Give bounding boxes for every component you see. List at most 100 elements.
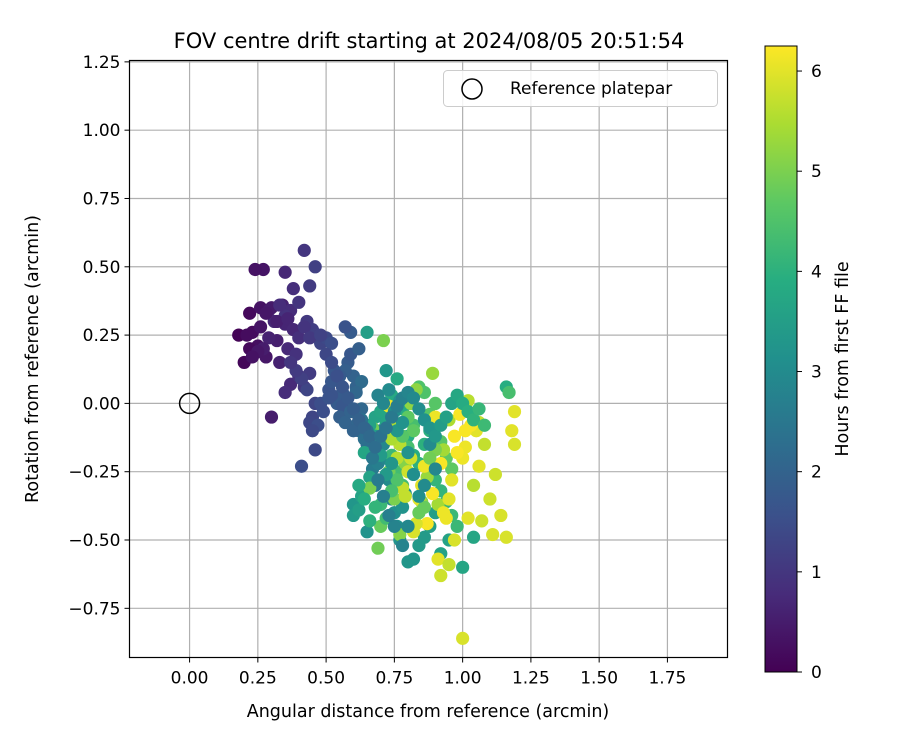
reference-marker — [178, 392, 201, 415]
data-point — [385, 456, 399, 471]
data-point — [240, 328, 254, 342]
data-point — [387, 519, 401, 533]
data-point — [363, 481, 377, 495]
data-point — [412, 402, 426, 416]
data-point — [308, 443, 322, 457]
data-point — [472, 459, 486, 473]
data-point — [412, 489, 426, 503]
data-point — [352, 342, 366, 356]
data-point — [376, 333, 391, 348]
x-tick-label: 0.50 — [307, 669, 345, 689]
x-tick-label: 0.25 — [239, 669, 277, 689]
y-tick-label: −0.75 — [68, 599, 120, 619]
data-point — [294, 459, 309, 473]
colorbar-ticks: 0 1 2 3 4 5 6 — [797, 62, 822, 683]
data-point — [382, 508, 396, 523]
data-point — [434, 568, 448, 583]
data-point — [442, 558, 456, 572]
data-point — [262, 331, 276, 345]
data-point — [420, 517, 434, 531]
data-point — [442, 492, 456, 506]
data-point — [303, 331, 317, 345]
data-point — [292, 295, 306, 309]
x-tick-label: 1.75 — [648, 669, 686, 689]
data-point — [379, 421, 393, 435]
data-point — [499, 530, 513, 544]
colorbar-label: Hours from first FF file — [833, 261, 853, 456]
data-point — [395, 415, 410, 430]
data-point — [273, 355, 287, 370]
data-point — [461, 511, 475, 525]
data-point — [447, 429, 462, 443]
colorbar — [764, 45, 798, 673]
data-point — [303, 279, 317, 293]
data-point — [456, 560, 470, 574]
chart-title: FOV centre drift starting at 2024/08/05 … — [174, 29, 685, 53]
data-point — [243, 306, 257, 320]
data-point — [428, 462, 442, 476]
data-point — [371, 541, 385, 555]
data-point — [472, 402, 486, 416]
legend: Reference platepar — [443, 70, 718, 107]
data-point — [486, 527, 500, 542]
data-point — [401, 445, 415, 460]
data-point — [245, 350, 259, 364]
grid — [129, 60, 728, 658]
data-point — [447, 533, 462, 547]
data-point — [300, 383, 314, 397]
y-axis: −0.75 −0.50 −0.25 0.00 0.25 0.50 0.75 1.00 1.25 — [68, 53, 130, 619]
data-point — [363, 429, 377, 443]
data-point — [335, 380, 350, 394]
data-point — [355, 374, 369, 389]
y-tick-label: 1.00 — [83, 121, 121, 141]
data-point — [324, 355, 339, 370]
colorbar-tick-label: 2 — [811, 463, 822, 483]
data-point — [363, 514, 377, 528]
data-point — [382, 383, 396, 397]
data-point — [281, 312, 295, 326]
data-point — [466, 530, 481, 544]
data-point — [346, 402, 361, 416]
y-tick-label: 1.25 — [83, 53, 121, 73]
data-point — [297, 243, 311, 257]
y-tick-label: 0.25 — [83, 326, 121, 346]
legend-reference-marker — [461, 78, 483, 100]
x-tick-label: 0.00 — [171, 669, 209, 689]
data-point — [456, 631, 470, 645]
data-point — [507, 437, 522, 451]
data-point — [475, 514, 489, 528]
data-point — [357, 492, 371, 506]
x-tick-label: 1.25 — [512, 669, 550, 689]
data-point — [253, 320, 268, 334]
data-point — [284, 355, 298, 370]
data-point — [502, 385, 516, 400]
data-point — [305, 424, 320, 438]
data-point — [278, 265, 292, 279]
data-point — [390, 372, 404, 386]
data-point — [292, 331, 306, 345]
colorbar-tick-label: 0 — [811, 663, 822, 683]
data-point — [450, 519, 464, 533]
data-point — [477, 418, 492, 432]
data-point — [450, 445, 464, 460]
x-axis: 0.00 0.25 0.50 0.75 1.00 1.25 1.50 1.75 — [171, 657, 686, 689]
data-point — [458, 424, 472, 438]
data-point — [360, 325, 374, 339]
data-point — [505, 424, 519, 438]
data-point — [341, 391, 355, 405]
data-point — [352, 503, 366, 517]
data-point — [445, 473, 459, 487]
data-point — [385, 410, 399, 424]
data-point — [371, 473, 385, 487]
data-point — [425, 366, 440, 380]
data-point — [406, 391, 421, 405]
data-point — [270, 314, 284, 329]
data-point — [466, 478, 481, 492]
plot-frame — [128, 59, 729, 659]
data-point — [297, 320, 311, 334]
data-point — [483, 492, 497, 506]
data-point — [466, 413, 481, 427]
data-point — [365, 451, 380, 465]
colorbar-tick-label: 3 — [811, 363, 822, 383]
